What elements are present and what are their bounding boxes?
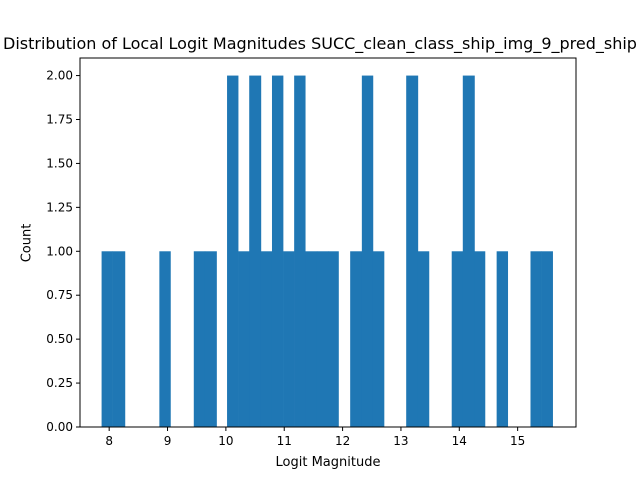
x-tick-label: 15 — [510, 434, 525, 448]
histogram-bar-2 — [159, 251, 171, 427]
histogram-bar-11 — [294, 75, 306, 428]
histogram-bar-5 — [227, 75, 239, 428]
y-tick-label: 2.00 — [46, 69, 73, 83]
histogram-bar-8 — [260, 251, 273, 427]
x-tick-label: 8 — [105, 434, 113, 448]
histogram-bar-22 — [474, 251, 486, 427]
y-axis-label: Count — [19, 223, 35, 263]
x-tick-label: 13 — [393, 434, 408, 448]
x-tick-label: 9 — [164, 434, 172, 448]
histogram-bar-6 — [238, 251, 250, 427]
y-tick-label: 1.75 — [46, 113, 73, 127]
plot-frame — [79, 57, 577, 428]
histogram-bar-17 — [372, 251, 385, 427]
histogram-bar-10 — [283, 251, 295, 427]
histogram-bar-1 — [112, 251, 126, 427]
histogram-bar-14 — [328, 251, 339, 427]
histogram-bar-9 — [271, 75, 284, 428]
histogram-bar-19 — [417, 251, 430, 427]
histogram-bar-23 — [496, 251, 509, 427]
histogram-bar-13 — [316, 251, 329, 427]
histogram-bar-20 — [451, 251, 464, 427]
y-tick-label: 1.25 — [46, 200, 73, 214]
y-tick-label: 1.50 — [46, 156, 73, 170]
y-tick-label: 0.25 — [46, 376, 73, 390]
histogram-bar-18 — [406, 75, 419, 428]
histogram-bar-3 — [193, 251, 206, 427]
x-tick-label: 11 — [277, 434, 292, 448]
y-tick-label: 0.75 — [46, 288, 73, 302]
chart-title: Distribution of Local Logit Magnitudes S… — [3, 34, 637, 53]
x-axis-ticks: 8 9 10 11 12 13 14 15 — [105, 427, 525, 448]
x-tick-label: 12 — [335, 434, 350, 448]
x-tick-label: 10 — [218, 434, 233, 448]
y-tick-label: 0.00 — [46, 420, 73, 434]
y-tick-label: 1.00 — [46, 244, 73, 258]
histogram-bar-7 — [249, 75, 262, 428]
bars-group — [101, 75, 553, 428]
histogram-bar-21 — [462, 75, 475, 428]
histogram-bar-25 — [541, 251, 553, 427]
histogram-bar-12 — [305, 251, 318, 427]
histogram-bar-4 — [204, 251, 217, 427]
histogram-bar-15 — [350, 251, 363, 427]
x-tick-label: 14 — [452, 434, 467, 448]
y-tick-label: 0.50 — [46, 332, 73, 346]
y-axis-ticks: 0.00 0.25 0.50 0.75 1.00 1.25 1.50 1.75 2.00 — [46, 69, 80, 434]
x-axis-label: Logit Magnitude — [275, 455, 381, 470]
histogram-bar-24 — [530, 251, 542, 427]
histogram-bar-0 — [101, 251, 113, 427]
histogram-bar-16 — [361, 75, 374, 428]
